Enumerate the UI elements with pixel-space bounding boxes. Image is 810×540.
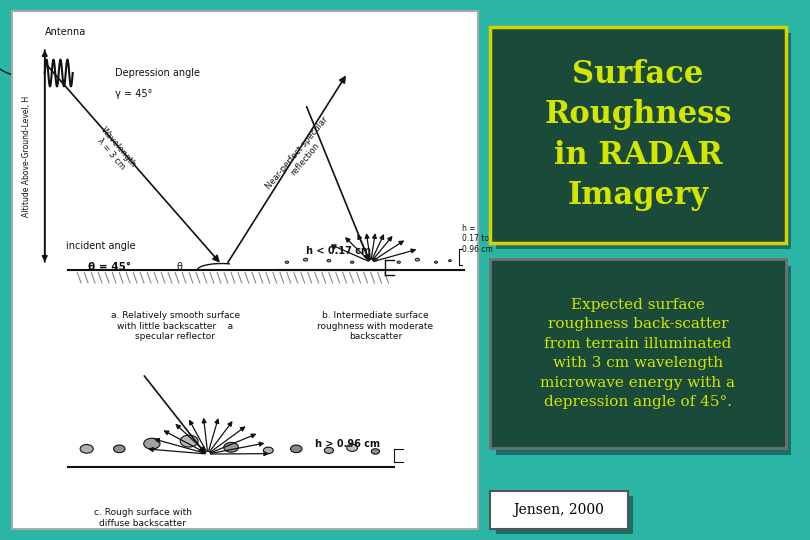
Text: θ = 45°: θ = 45° [88, 262, 131, 272]
Circle shape [180, 435, 198, 447]
Circle shape [143, 438, 160, 449]
Text: h =
0.17 to
0.96 cm: h = 0.17 to 0.96 cm [462, 224, 492, 254]
Text: γ = 45°: γ = 45° [115, 89, 152, 99]
Circle shape [113, 445, 125, 453]
Circle shape [327, 259, 330, 262]
Circle shape [304, 258, 308, 261]
FancyBboxPatch shape [490, 491, 628, 529]
Circle shape [371, 449, 380, 454]
FancyBboxPatch shape [490, 27, 786, 243]
Circle shape [397, 261, 400, 264]
Circle shape [449, 260, 451, 261]
FancyBboxPatch shape [496, 266, 791, 455]
Text: Altitude Above-Ground-Level, H: Altitude Above-Ground-Level, H [22, 96, 31, 217]
Circle shape [291, 445, 302, 453]
FancyBboxPatch shape [12, 11, 478, 529]
Text: a. Relatively smooth surface
with little backscatter    a
specular reflector: a. Relatively smooth surface with little… [111, 312, 240, 341]
Text: c. Rough surface with
diffuse backscatter: c. Rough surface with diffuse backscatte… [94, 509, 191, 528]
Text: b. Intermediate surface
roughness with moderate
backscatter: b. Intermediate surface roughness with m… [318, 312, 433, 341]
FancyBboxPatch shape [496, 496, 633, 534]
Text: Expected surface
roughness back-scatter
from terrain illuminated
with 3 cm wavel: Expected surface roughness back-scatter … [540, 298, 735, 409]
Text: Jensen, 2000: Jensen, 2000 [514, 503, 604, 517]
Circle shape [224, 442, 238, 452]
Text: Antenna: Antenna [45, 26, 86, 37]
Text: h > 0.96 cm: h > 0.96 cm [315, 438, 380, 449]
Text: Wavelength
λ = 3 cm: Wavelength λ = 3 cm [91, 125, 139, 176]
Circle shape [351, 261, 354, 264]
Circle shape [263, 447, 273, 454]
Circle shape [416, 258, 420, 261]
Circle shape [324, 447, 334, 454]
Text: Depression angle: Depression angle [115, 68, 199, 78]
FancyBboxPatch shape [490, 259, 786, 448]
Circle shape [373, 258, 377, 261]
Circle shape [434, 261, 437, 263]
Text: Surface
Roughness
in RADAR
Imagery: Surface Roughness in RADAR Imagery [544, 59, 731, 211]
Circle shape [80, 444, 93, 453]
Text: Near-perfect specular
reflection: Near-perfect specular reflection [264, 114, 338, 197]
Text: h < 0.17 cm: h < 0.17 cm [305, 246, 371, 256]
Circle shape [285, 261, 288, 264]
FancyBboxPatch shape [496, 33, 791, 249]
Text: θ: θ [177, 262, 183, 272]
Text: incident angle: incident angle [66, 241, 135, 251]
Circle shape [347, 444, 357, 451]
